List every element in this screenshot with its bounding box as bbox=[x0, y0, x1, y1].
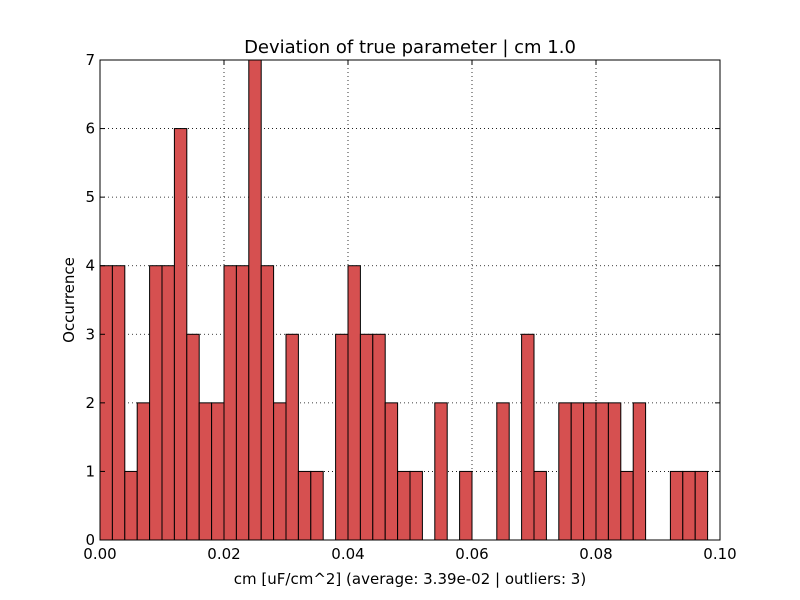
y-tick-label: 4 bbox=[85, 257, 95, 275]
histogram-bar bbox=[409, 470, 423, 541]
histogram-bar bbox=[297, 470, 312, 541]
histogram-bars bbox=[99, 59, 709, 541]
x-tick-label: 0.10 bbox=[703, 545, 736, 563]
x-tick-label: 0.08 bbox=[579, 545, 612, 563]
histogram-bar bbox=[533, 470, 547, 541]
y-tick-label: 5 bbox=[85, 188, 95, 206]
histogram-bar bbox=[496, 402, 510, 541]
histogram-bar bbox=[521, 333, 535, 541]
histogram-bar bbox=[607, 402, 622, 541]
histogram-bar bbox=[186, 333, 200, 541]
histogram-bar bbox=[149, 265, 163, 541]
histogram-bar bbox=[558, 402, 572, 541]
x-axis-tick-labels: 0.00 0.02 0.04 0.06 0.08 0.10 bbox=[83, 545, 736, 563]
histogram-bar bbox=[161, 265, 175, 541]
y-tick-label: 0 bbox=[85, 531, 95, 549]
histogram-bar bbox=[620, 470, 634, 541]
x-tick-label: 0.00 bbox=[83, 545, 116, 563]
histogram-bar bbox=[285, 333, 299, 541]
histogram-bar bbox=[434, 402, 448, 541]
histogram-bar bbox=[260, 265, 275, 541]
histogram-bar bbox=[211, 402, 225, 541]
histogram-bar bbox=[111, 265, 126, 541]
histogram-bar bbox=[669, 470, 684, 541]
histogram-bar bbox=[397, 470, 411, 541]
histogram-bar bbox=[347, 265, 361, 541]
x-tick-label: 0.04 bbox=[331, 545, 364, 563]
histogram-bar bbox=[136, 402, 151, 541]
histogram-bar bbox=[384, 402, 399, 541]
y-tick-label: 3 bbox=[85, 325, 95, 343]
histogram-bar bbox=[632, 402, 647, 541]
x-tick-label: 0.02 bbox=[207, 545, 240, 563]
histogram-bar bbox=[682, 470, 696, 541]
plot-frame bbox=[99, 59, 721, 541]
histogram-bar bbox=[223, 265, 237, 541]
histogram-bar bbox=[198, 402, 213, 541]
y-axis-label: Occurrence bbox=[60, 257, 78, 343]
histogram-bar bbox=[570, 402, 585, 541]
axis-ticks bbox=[99, 59, 721, 541]
y-tick-label: 6 bbox=[85, 120, 95, 138]
histogram-bar bbox=[235, 265, 250, 541]
histogram-bar bbox=[124, 470, 138, 541]
histogram-bar bbox=[583, 402, 597, 541]
x-axis-label: cm [uF/cm^2] (average: 3.39e-02 | outlie… bbox=[234, 570, 586, 588]
histogram-bar bbox=[310, 470, 324, 541]
chart-title: Deviation of true parameter | cm 1.0 bbox=[244, 37, 576, 58]
y-axis-tick-labels: 0 1 2 3 4 5 6 7 bbox=[85, 51, 95, 549]
y-tick-label: 7 bbox=[85, 51, 95, 69]
histogram-bar bbox=[273, 402, 287, 541]
histogram-bar bbox=[459, 470, 473, 541]
histogram-bar bbox=[359, 333, 374, 541]
histogram-bar bbox=[372, 333, 386, 541]
histogram-bar bbox=[173, 128, 188, 541]
histogram-bar bbox=[595, 402, 609, 541]
y-tick-label: 1 bbox=[85, 462, 95, 480]
histogram-bar bbox=[248, 59, 262, 541]
y-tick-label: 2 bbox=[85, 394, 95, 412]
histogram-bar bbox=[335, 333, 349, 541]
x-tick-label: 0.06 bbox=[455, 545, 488, 563]
histogram-bar bbox=[694, 470, 709, 541]
